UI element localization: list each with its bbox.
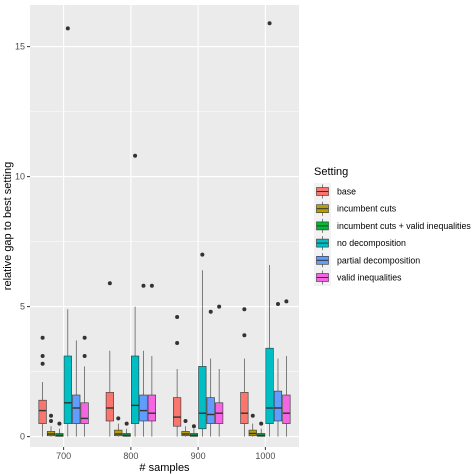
outlier-point — [267, 21, 272, 26]
outlier-point — [208, 309, 213, 314]
legend-label: valid inequalities — [337, 273, 402, 283]
outlier-point — [49, 413, 54, 418]
outlier-point — [200, 252, 205, 257]
box-no-decomposition-800 — [130, 153, 140, 437]
legend-item: base — [314, 183, 356, 200]
legend-label: base — [337, 187, 356, 197]
box-iqr — [273, 390, 283, 422]
box-base-800 — [105, 281, 114, 437]
box-iqr — [173, 397, 182, 427]
legend-item: no decomposition — [314, 234, 406, 252]
legend: Setting base incumbent cuts incumbent cuts… — [314, 166, 471, 286]
legend-item: partial decomposition — [314, 251, 420, 269]
x-tick-label: 800 — [123, 451, 138, 461]
y-tick-label: 15 — [15, 42, 25, 52]
box-iqr — [198, 366, 207, 430]
outlier-point — [40, 354, 45, 358]
outlier-point — [259, 421, 264, 426]
x-tick-label: 700 — [56, 451, 71, 461]
outlier-point — [250, 413, 255, 418]
legend-label: incumbent cuts + valid inequalities — [337, 221, 471, 231]
outlier-point — [49, 419, 54, 423]
legend-label: no decomposition — [337, 238, 406, 248]
box-incumbent-cuts-valid-inequalities-700 — [55, 421, 64, 437]
legend-item: valid inequalities — [314, 269, 402, 286]
legend-item: incumbent cuts — [314, 200, 397, 218]
y-axis: 0 5 10 15 — [15, 42, 30, 442]
outlier-point — [217, 304, 222, 309]
outlier-point — [82, 354, 87, 358]
box-iqr — [265, 347, 274, 424]
grid-lines — [30, 5, 299, 447]
box-partial-decomposition-900 — [206, 309, 215, 437]
box-partial-decomposition-1000 — [273, 302, 283, 437]
legend-item: incumbent cuts + valid inequalities — [314, 217, 471, 235]
legend-label: partial decomposition — [337, 255, 420, 265]
outlier-point — [242, 307, 247, 312]
box-base-700 — [38, 335, 47, 437]
box-iqr — [139, 394, 148, 422]
box-incumbent-cuts-900 — [181, 419, 190, 437]
box-incumbent-cuts-800 — [114, 416, 123, 437]
outlier-point — [40, 361, 45, 366]
outlier-point — [57, 421, 62, 426]
outlier-point — [175, 341, 180, 345]
y-tick-label: 10 — [15, 172, 25, 182]
box-partial-decomposition-800 — [139, 283, 148, 437]
box-base-900 — [173, 315, 182, 437]
outlier-point — [116, 416, 121, 421]
box-no-decomposition-1000 — [265, 21, 274, 437]
outlier-point — [175, 315, 180, 319]
box-series — [38, 21, 291, 437]
outlier-point — [275, 302, 280, 306]
box-incumbent-cuts-valid-inequalities-1000 — [257, 421, 266, 437]
plot-panel — [30, 5, 299, 447]
y-tick-label: 0 — [20, 432, 25, 442]
outlier-point — [242, 333, 247, 338]
box-valid-inequalities-1000 — [282, 299, 291, 437]
box-valid-inequalities-800 — [147, 283, 156, 437]
y-axis-title: relative gap to best setting — [2, 162, 14, 290]
box-iqr — [206, 397, 215, 424]
box-base-1000 — [240, 307, 249, 437]
box-iqr — [72, 394, 81, 424]
box-iqr — [105, 392, 114, 422]
box-incumbent-cuts-1000 — [248, 413, 257, 437]
box-iqr — [80, 402, 89, 424]
outlier-point — [284, 299, 289, 304]
box-iqr — [147, 394, 156, 422]
outlier-point — [141, 283, 146, 288]
box-no-decomposition-900 — [198, 252, 207, 437]
legend-title: Setting — [314, 166, 348, 178]
box-iqr — [63, 355, 72, 424]
outlier-point — [124, 421, 129, 426]
box-incumbent-cuts-700 — [46, 413, 56, 437]
outlier-point — [149, 283, 154, 288]
box-valid-inequalities-900 — [215, 304, 224, 437]
outlier-point — [183, 419, 188, 423]
outlier-point — [65, 26, 70, 31]
outlier-point — [82, 335, 87, 340]
x-tick-label: 1000 — [255, 451, 275, 461]
y-tick-label: 5 — [20, 302, 25, 312]
box-iqr — [130, 355, 140, 424]
x-axis: 700 800 900 1000 — [56, 447, 275, 461]
outlier-point — [133, 153, 138, 158]
outlier-point — [191, 424, 196, 429]
box-incumbent-cuts-valid-inequalities-900 — [189, 424, 199, 437]
box-no-decomposition-700 — [63, 26, 72, 437]
x-tick-label: 900 — [191, 451, 206, 461]
box-iqr — [38, 399, 47, 424]
outlier-point — [40, 335, 45, 340]
box-iqr — [282, 394, 291, 424]
box-iqr — [114, 429, 123, 437]
box-iqr — [240, 392, 249, 424]
outlier-point — [107, 281, 112, 286]
box-incumbent-cuts-valid-inequalities-800 — [122, 421, 131, 437]
box-valid-inequalities-700 — [80, 335, 89, 437]
box-partial-decomposition-700 — [72, 340, 81, 437]
x-axis-title: # samples — [139, 462, 190, 474]
legend-label: incumbent cuts — [337, 204, 397, 214]
